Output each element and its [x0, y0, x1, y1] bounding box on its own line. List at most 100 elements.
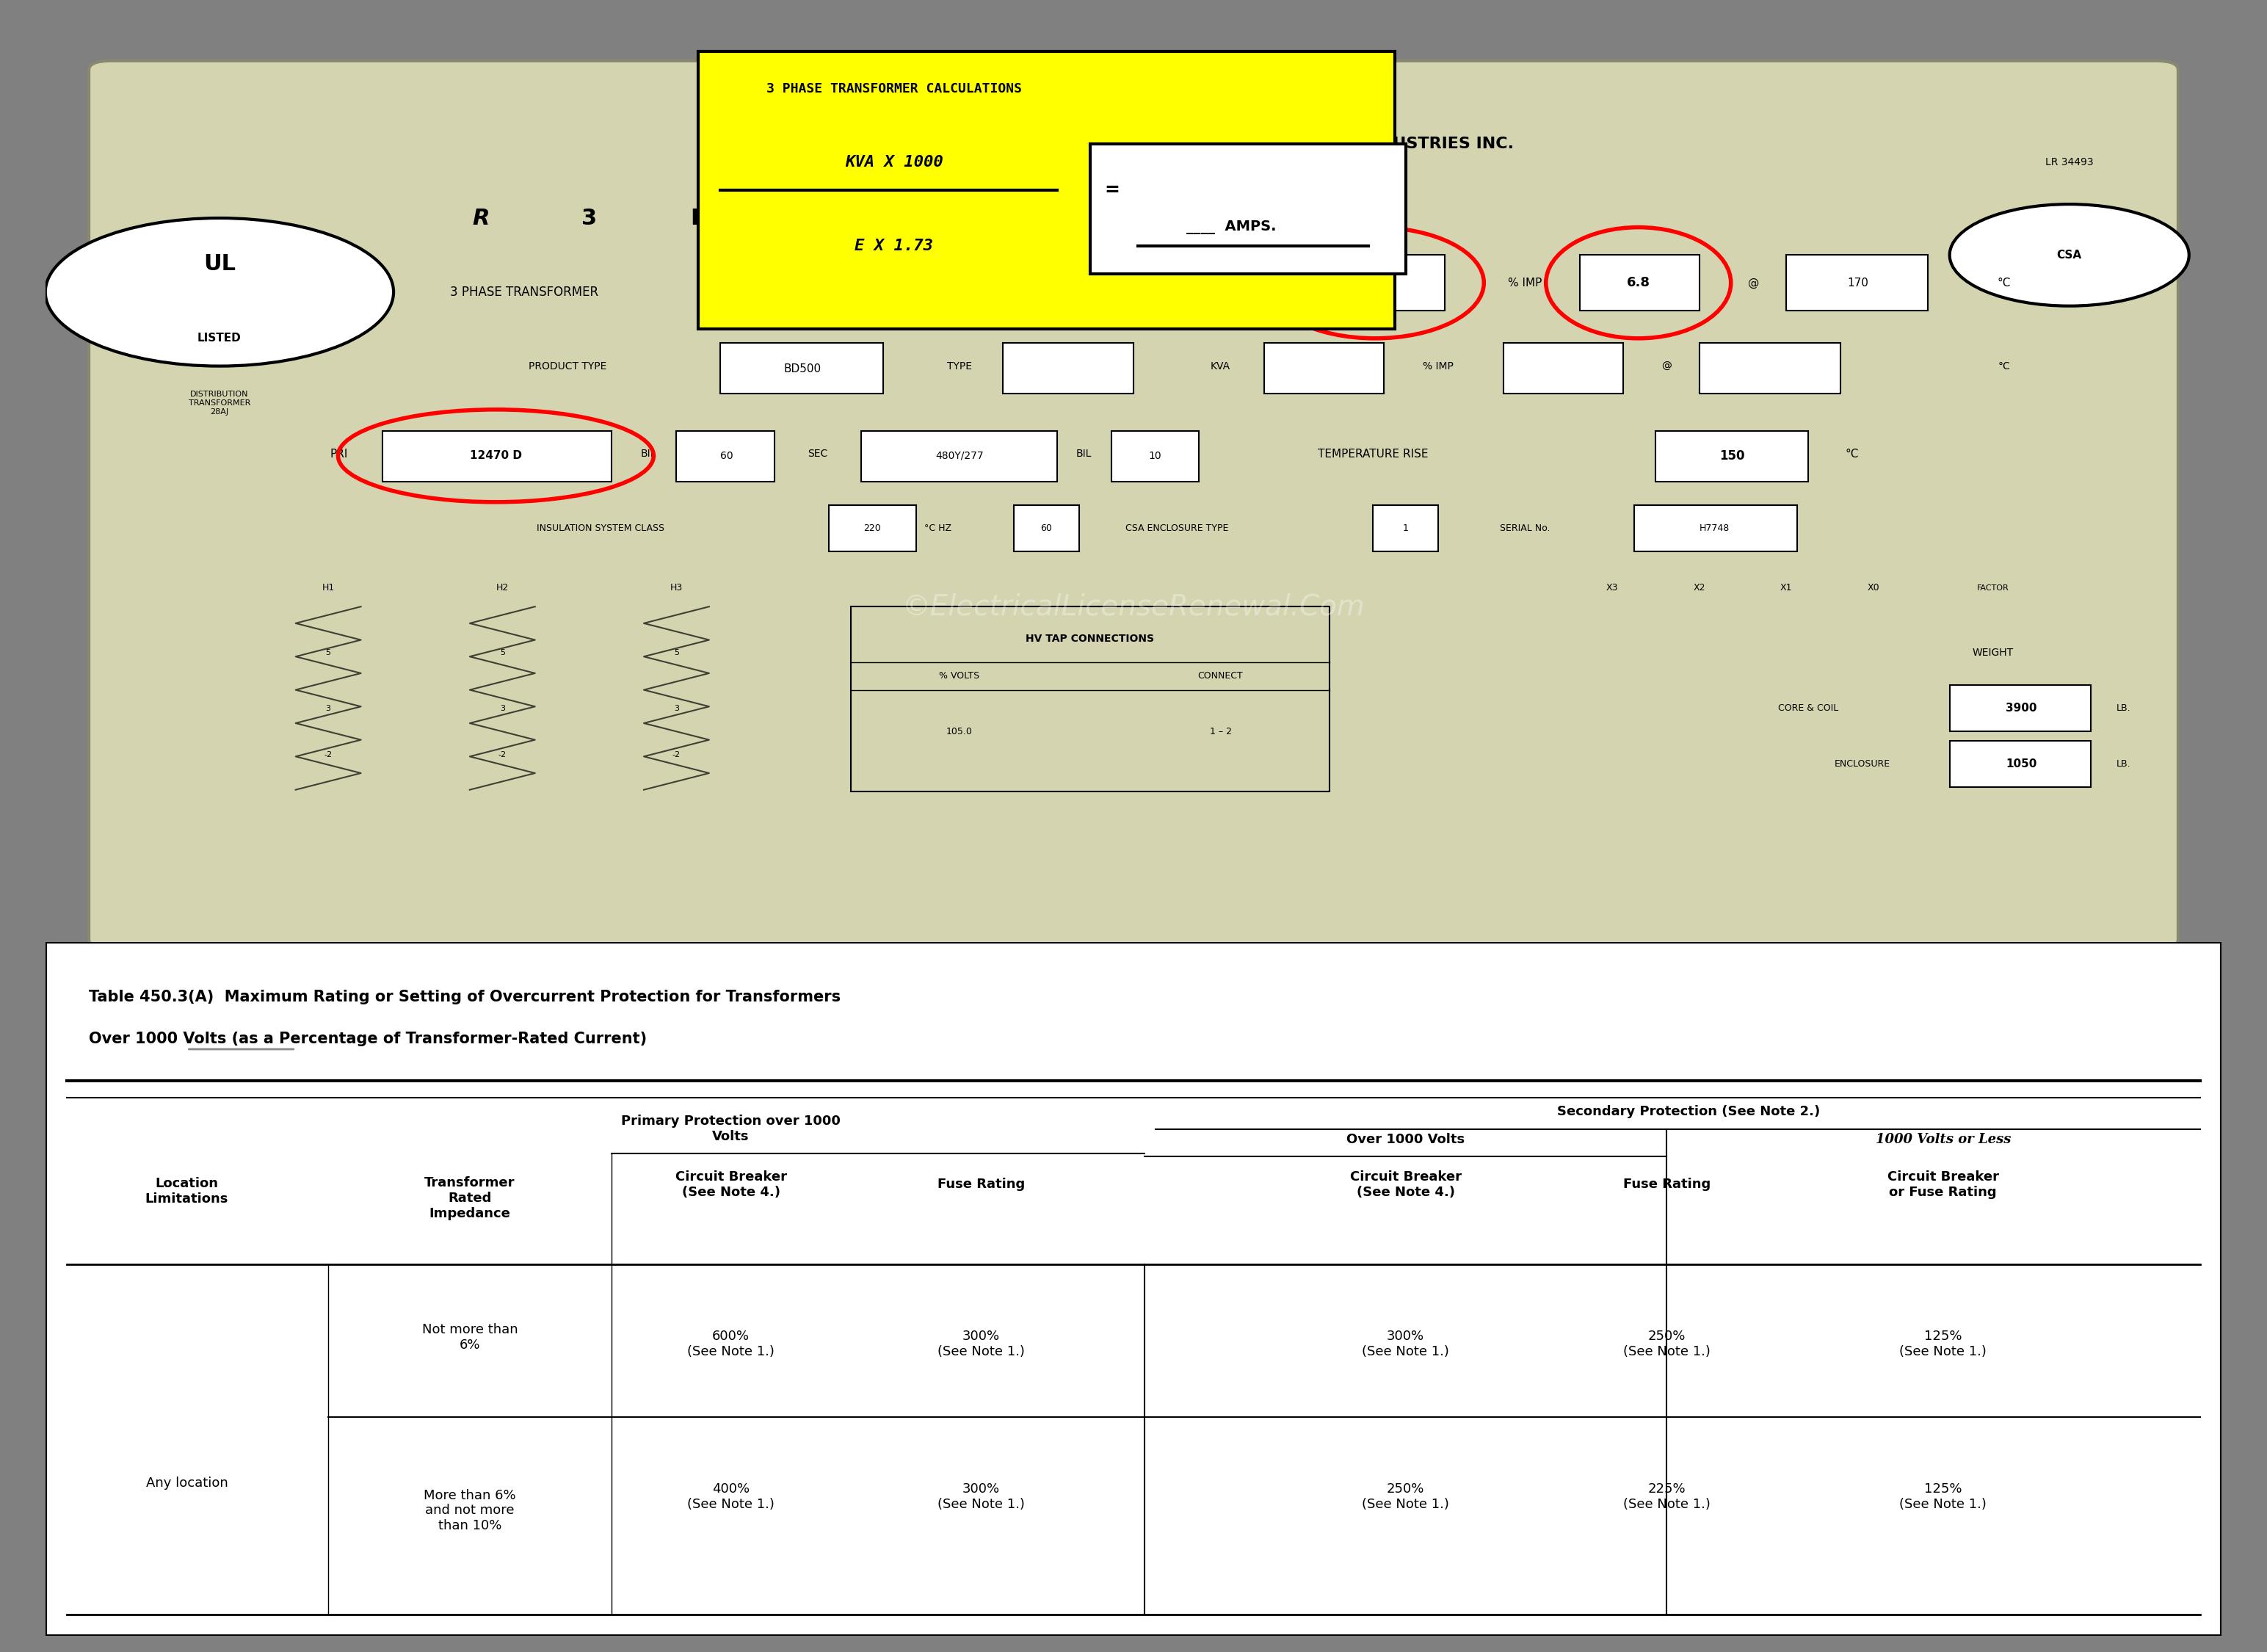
Text: X0: X0 — [1868, 583, 1879, 593]
Text: TYPE: TYPE — [948, 360, 973, 372]
Text: PRI: PRI — [331, 448, 349, 459]
Text: WEIGHT: WEIGHT — [1972, 648, 2013, 657]
Text: E X 1.73: E X 1.73 — [855, 238, 934, 253]
Text: 1000 Volts or Less: 1000 Volts or Less — [1875, 1133, 2011, 1146]
Text: 300%
(See Note 1.): 300% (See Note 1.) — [939, 1482, 1025, 1512]
Text: DIVISION OF TRANSFACTOR INDUSTRIES INC.: DIVISION OF TRANSFACTOR INDUSTRIES INC. — [1102, 137, 1514, 152]
FancyBboxPatch shape — [861, 431, 1056, 482]
FancyBboxPatch shape — [1635, 506, 1798, 552]
Text: E: E — [691, 208, 705, 228]
FancyBboxPatch shape — [698, 51, 1394, 329]
Text: H7748: H7748 — [1700, 524, 1730, 532]
Text: TYPE: TYPE — [988, 278, 1016, 289]
Text: 6.8: 6.8 — [1628, 276, 1650, 289]
Text: 3: 3 — [583, 208, 596, 228]
Text: 250%
(See Note 1.): 250% (See Note 1.) — [1623, 1330, 1709, 1358]
FancyBboxPatch shape — [383, 431, 612, 482]
FancyBboxPatch shape — [1655, 431, 1809, 482]
Text: BIL: BIL — [1075, 449, 1090, 459]
Text: SERIAL No.: SERIAL No. — [1501, 524, 1551, 532]
Text: 1 – 2: 1 – 2 — [1211, 727, 1231, 737]
Text: Over 1000 Volts (as a Percentage of Transformer-Rated Current): Over 1000 Volts (as a Percentage of Tran… — [88, 1031, 646, 1046]
Text: Fuse Rating: Fuse Rating — [1623, 1178, 1712, 1191]
Text: LB.: LB. — [2117, 760, 2131, 768]
Text: KVA: KVA — [1211, 360, 1231, 372]
Text: 400%
(See Note 1.): 400% (See Note 1.) — [687, 1482, 775, 1512]
Text: LISTED: LISTED — [197, 332, 240, 344]
FancyBboxPatch shape — [1265, 344, 1383, 393]
Text: -2: -2 — [499, 752, 506, 758]
Text: R: R — [472, 208, 490, 228]
FancyBboxPatch shape — [1786, 254, 1927, 311]
Text: CONNECT: CONNECT — [1197, 671, 1242, 681]
FancyBboxPatch shape — [1503, 344, 1623, 393]
Text: H2: H2 — [496, 583, 508, 593]
Text: ANI: ANI — [1124, 278, 1143, 289]
Text: @: @ — [1662, 360, 1671, 372]
Text: DISTRIBUTION
TRANSFORMER
28AJ: DISTRIBUTION TRANSFORMER 28AJ — [188, 392, 249, 415]
Text: Not more than
6%: Not more than 6% — [422, 1323, 517, 1351]
Text: -2: -2 — [324, 752, 333, 758]
Text: 300%
(See Note 1.): 300% (See Note 1.) — [1362, 1330, 1449, 1358]
Text: FACTOR: FACTOR — [1977, 585, 2009, 591]
Text: BD500: BD500 — [784, 363, 821, 375]
Text: KVA: KVA — [1242, 278, 1265, 289]
Text: 3 PHASE TRANSFORMER: 3 PHASE TRANSFORMER — [449, 286, 598, 299]
Text: °C HZ: °C HZ — [925, 524, 952, 532]
Text: 170: 170 — [1848, 278, 1868, 289]
Text: X2: X2 — [1693, 583, 1705, 593]
Text: TEMPERATURE RISE: TEMPERATURE RISE — [1317, 448, 1428, 459]
Text: 10: 10 — [1149, 451, 1161, 461]
Text: 3 PHASE TRANSFORMER CALCULATIONS: 3 PHASE TRANSFORMER CALCULATIONS — [766, 83, 1022, 96]
Text: Primary Protection over 1000
Volts: Primary Protection over 1000 Volts — [621, 1115, 841, 1143]
Text: °C: °C — [1997, 360, 2011, 372]
Text: 500: 500 — [1360, 276, 1390, 289]
FancyBboxPatch shape — [676, 431, 775, 482]
Text: CSA: CSA — [2056, 249, 2081, 261]
Text: 480Y/277: 480Y/277 — [936, 451, 984, 461]
Text: BIL: BIL — [639, 449, 655, 459]
FancyBboxPatch shape — [830, 506, 916, 552]
Text: HV TAP CONNECTIONS: HV TAP CONNECTIONS — [1025, 634, 1154, 644]
Text: 125%
(See Note 1.): 125% (See Note 1.) — [1900, 1330, 1986, 1358]
Text: 12470 D: 12470 D — [469, 451, 521, 461]
Text: 3: 3 — [499, 705, 506, 712]
Text: 60: 60 — [721, 451, 732, 461]
Text: % IMP: % IMP — [1508, 278, 1542, 289]
Text: Over 1000 Volts: Over 1000 Volts — [1347, 1133, 1464, 1146]
Text: SEC: SEC — [807, 449, 827, 459]
Text: 1: 1 — [1403, 524, 1408, 532]
Text: Transformer
Rated
Impedance: Transformer Rated Impedance — [424, 1176, 515, 1221]
FancyBboxPatch shape — [1374, 506, 1437, 552]
Text: INSULATION SYSTEM CLASS: INSULATION SYSTEM CLASS — [537, 524, 664, 532]
Circle shape — [45, 218, 394, 367]
Text: Circuit Breaker
(See Note 4.): Circuit Breaker (See Note 4.) — [1349, 1170, 1462, 1199]
Text: CONCORD, ONT.: CONCORD, ONT. — [1179, 202, 1306, 216]
FancyBboxPatch shape — [1002, 344, 1134, 393]
Text: 60: 60 — [1041, 524, 1052, 532]
Text: 105.0: 105.0 — [945, 727, 973, 737]
Text: 250%
(See Note 1.): 250% (See Note 1.) — [1362, 1482, 1449, 1512]
FancyBboxPatch shape — [1090, 144, 1406, 274]
Text: 3: 3 — [326, 705, 331, 712]
FancyBboxPatch shape — [1580, 254, 1700, 311]
Text: 1050: 1050 — [2006, 758, 2038, 770]
Text: Any location: Any location — [145, 1477, 227, 1490]
Text: 225%
(See Note 1.): 225% (See Note 1.) — [1623, 1482, 1709, 1512]
Text: X1: X1 — [1780, 583, 1793, 593]
FancyBboxPatch shape — [1068, 254, 1199, 311]
FancyBboxPatch shape — [721, 344, 884, 393]
Text: LB.: LB. — [2117, 704, 2131, 714]
FancyBboxPatch shape — [1950, 740, 2090, 786]
Text: More than 6%
and not more
than 10%: More than 6% and not more than 10% — [424, 1488, 517, 1533]
Text: % IMP: % IMP — [1424, 360, 1453, 372]
Text: Secondary Protection (See Note 2.): Secondary Protection (See Note 2.) — [1557, 1105, 1820, 1118]
Text: ____  AMPS.: ____ AMPS. — [1186, 220, 1276, 235]
Text: °C: °C — [1997, 278, 2011, 289]
Text: H3: H3 — [671, 583, 682, 593]
Text: -2: -2 — [673, 752, 680, 758]
Text: PRODUCT TYPE: PRODUCT TYPE — [528, 360, 608, 372]
Text: M: M — [796, 208, 818, 228]
Text: CSA ENCLOSURE TYPE: CSA ENCLOSURE TYPE — [1124, 524, 1229, 532]
Text: 3: 3 — [673, 705, 680, 712]
